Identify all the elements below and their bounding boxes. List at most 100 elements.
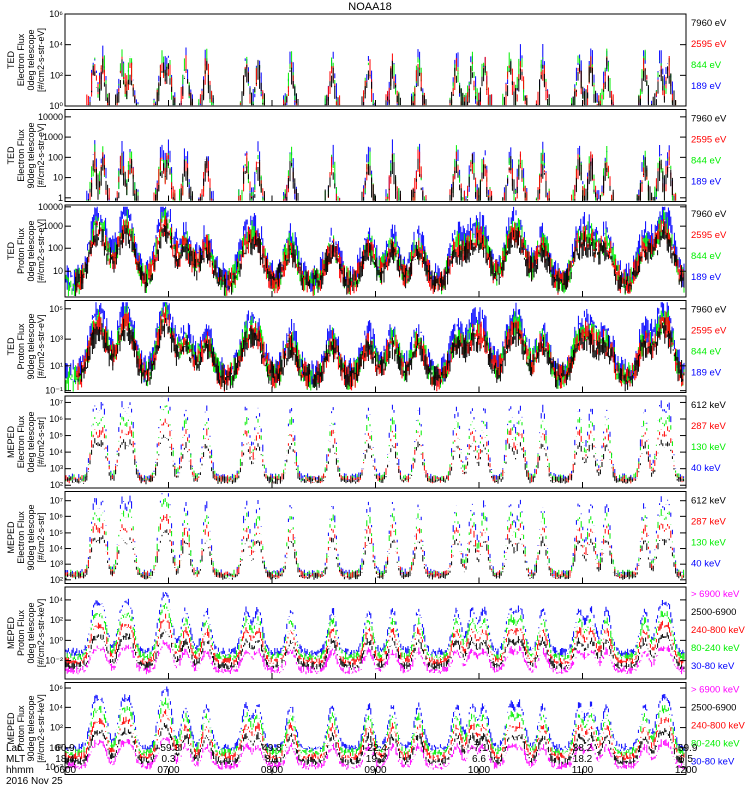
panel-4-ytick-label: 10¹ [50,361,63,371]
panel-1-ylabel-line: 0deg telescope [26,29,36,90]
panel-4-ytick-label: 10⁵ [49,304,63,314]
xtick-lat-label: 60.9 [55,743,75,754]
panel-7-ylabel-line: Proton Flux [16,609,26,656]
panel-6-series-black [65,529,685,580]
panel-1-series [86,44,677,106]
panel-5-ylabel-line: 0deg telescope [26,411,36,472]
xtick-mlt-label: 6.5 [679,754,693,765]
panel-1-ytick-label: 10⁴ [49,40,63,50]
panel-4-series [65,302,685,392]
panel-2-ylabel-line: 90deg telescope [26,122,36,188]
panel-7-series-blue [65,592,685,656]
panel-7-ytick-label: 10⁰ [49,635,63,645]
panel-7: 10⁻² 10⁰ 10² 10⁴ MEPED Proton Flux 0deg telesc… [6,586,746,680]
panel-8-ylabel-line: [#/cm2-s-str-keV] [36,694,46,763]
panel-8-ytick-label: 10⁴ [49,702,63,712]
panel-1-legend-black: 7960 eV [691,18,727,29]
panel-2-ylabel-line: TED [6,146,16,165]
panel-8-legend-blue: 30-80 keV [691,757,735,768]
panel-3-ylabel-line: Proton Flux [16,227,26,274]
xtick-mlt-label: 6.6 [472,754,486,765]
panel-6-ytick-label: 10² [50,575,63,585]
panel-6-ytick-label: 10⁶ [49,511,63,521]
panel-4-ylabel-line: Proton Flux [16,323,26,370]
panel-4-series-black [75,317,685,392]
panel-3-legend-green: 844 eV [691,251,722,262]
panel-3-series-blue [65,206,685,292]
panel-6-ylabel-line: Electron Flux [16,511,26,564]
panel-5-legend-black: 612 keV [691,400,727,411]
panel-2-legend-green: 844 eV [691,156,722,167]
panel-6-frame [64,491,687,584]
x-date-label: 2016 Nov 25 [6,776,63,787]
xtick-hhmm-label: 0700 [157,765,180,776]
panel-5-series-red [65,418,685,484]
panel-8-ytick-label: 10² [50,723,63,733]
panel-1-ytick-label: 10² [50,70,63,80]
panel-2-ylabel-line: [#/cm2-s-str-eV] [36,123,46,187]
panel-2-series [86,139,677,201]
panel-3-series-black [75,219,685,297]
panel-3-ytick-label: 10 [53,266,63,276]
panel-3-ylabel-line: TED [6,241,16,260]
panel-8-series-blue [65,686,685,752]
panel-8-legend-magenta: > 6900 keV [691,685,740,696]
panel-1-legend-green: 844 eV [691,60,722,71]
panel-1-ylabel-line: [#/cm2-s-str-eV] [36,28,46,92]
panel-7-legend-magenta: > 6900 keV [691,589,740,600]
panel-3-legend-black: 7960 eV [691,209,727,220]
panel-5-ytick-label: 10⁴ [49,447,63,457]
panel-6-legend-blue: 40 keV [691,559,721,570]
panel-3-ytick-label: 10000 [38,202,63,212]
panel-5-ytick-label: 10⁶ [49,414,63,424]
panel-5-series [65,397,685,485]
panel-4-legend-blue: 189 eV [691,368,722,379]
xtick-hhmm-label: 0800 [261,765,284,776]
panel-7-ytick-label: 10² [50,615,63,625]
figure-title: NOAA18 [348,1,391,13]
panel-5-ylabel-line: Electron Flux [16,415,26,468]
panel-8: 10⁻² 10⁰ 10² 10⁴ 10⁶ MEPED Proton Flux 90deg te… [6,682,746,775]
panel-5-ylabel-line: [#/cm2-s-str] [36,417,46,467]
panel-8-ylabel-line: Proton Flux [16,705,26,752]
xtick-mlt-label: 8.1 [265,754,279,765]
xtick-lat-label: -69.9 [675,743,698,754]
panel-4-legend-black: 7960 eV [691,305,727,316]
xtick-mlt-label: 18.4 [55,754,75,765]
panel-5: 10² 10³ 10⁴ 10⁵ 10⁶ 10⁷ MEPED Electron Flux 0deg… [6,395,727,490]
panel-4-ylabel-line: [#/cm2-s-str-eV] [36,314,46,378]
panel-1-series-black [89,57,677,106]
xtick-lat-label: -59.3 [157,743,180,754]
panel-7-legend-blue: 30-80 keV [691,661,735,672]
xtick-hhmm-label: 0900 [364,765,387,776]
xtick-hhmm-label: 0600 [54,765,77,776]
panel-4-ytick-label: 10³ [50,334,63,344]
panel-7-ytick-label: 10⁴ [49,595,63,605]
panel-2-series-black [87,152,675,201]
panel-6: 10² 10³ 10⁴ 10⁵ 10⁶ 10⁷ MEPED Electron Flux 90de… [6,491,727,585]
x-row-label-hhmm: hhmm [6,765,34,776]
panel-7-legend-black: 2500-6900 [691,607,736,618]
panel-6-legend-black: 612 keV [691,496,727,507]
panel-5-legend-red: 287 keV [691,421,727,432]
xtick-hhmm-label: 1100 [572,765,594,776]
panel-2-ytick-label: 1 [58,193,63,203]
panel-6-series-red [65,514,685,579]
panel-2-ytick-label: 100 [48,152,63,162]
panel-2-legend-black: 7960 eV [691,114,727,125]
panel-7-ylabel-line: MEPED [6,617,16,650]
panel-1-legend-red: 2595 eV [691,39,727,50]
panel-3-ytick-label: 100 [48,243,63,253]
panel-7-series-red [65,613,685,665]
panel-8-ylabel-line: MEPED [6,712,16,745]
panel-5-ytick-label: 10⁷ [50,397,63,407]
panel-2-ytick-label: 10 [53,173,63,183]
xtick-hhmm-label: 1000 [468,765,491,776]
panel-6-ytick-label: 10⁷ [50,496,63,506]
panel-8-legend-red: 240-800 keV [691,721,746,732]
panel-4: 10⁻¹ 10¹ 10³ 10⁵ TED Proton Flux 90deg telesco… [6,300,727,396]
panel-8-legend-black: 2500-6900 [691,703,736,714]
panel-7-ylabel-line: [#/cm2-s-str-keV] [36,599,46,668]
